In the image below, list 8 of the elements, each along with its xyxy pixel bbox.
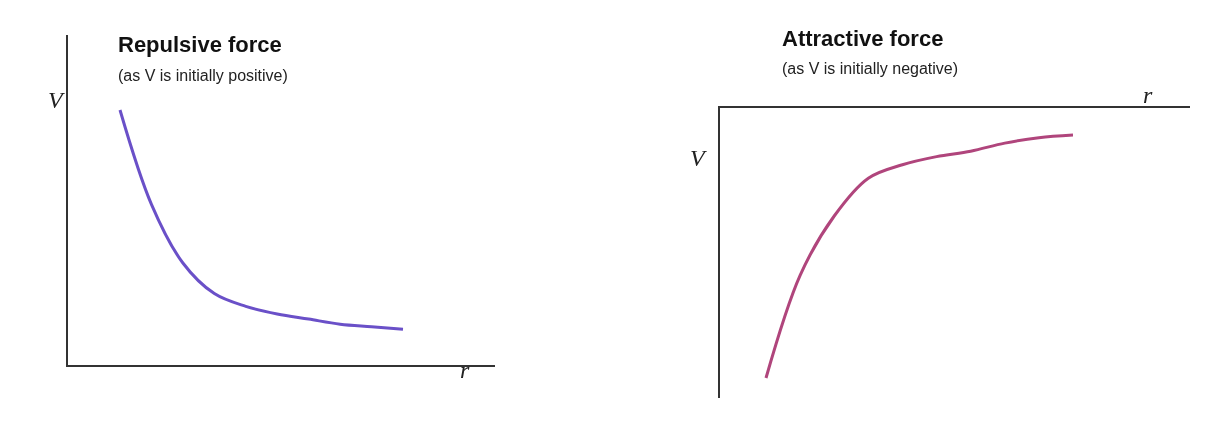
y-axis-title: V	[48, 87, 65, 113]
x-axis-title: r	[460, 357, 470, 383]
chart-title: Repulsive force	[118, 32, 282, 57]
chart-subtitle: (as V is initially positive)	[118, 67, 288, 84]
chart-title: Attractive force	[782, 26, 944, 51]
x-axis-title: r	[1143, 82, 1153, 108]
y-axis-title: V	[690, 145, 707, 171]
chart-subtitle: (as V is initially negative)	[782, 60, 959, 77]
